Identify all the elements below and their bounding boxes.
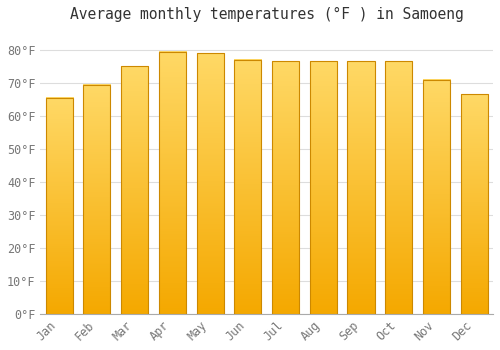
Bar bbox=[159, 51, 186, 314]
Title: Average monthly temperatures (°F ) in Samoeng: Average monthly temperatures (°F ) in Sa… bbox=[70, 7, 464, 22]
Bar bbox=[121, 66, 148, 314]
Bar bbox=[423, 79, 450, 314]
Bar bbox=[348, 61, 374, 314]
Bar bbox=[385, 61, 412, 314]
Bar bbox=[196, 53, 224, 314]
Bar bbox=[460, 94, 488, 314]
Bar bbox=[272, 61, 299, 314]
Bar bbox=[84, 84, 110, 314]
Bar bbox=[46, 98, 73, 314]
Bar bbox=[310, 61, 337, 314]
Bar bbox=[234, 60, 262, 314]
